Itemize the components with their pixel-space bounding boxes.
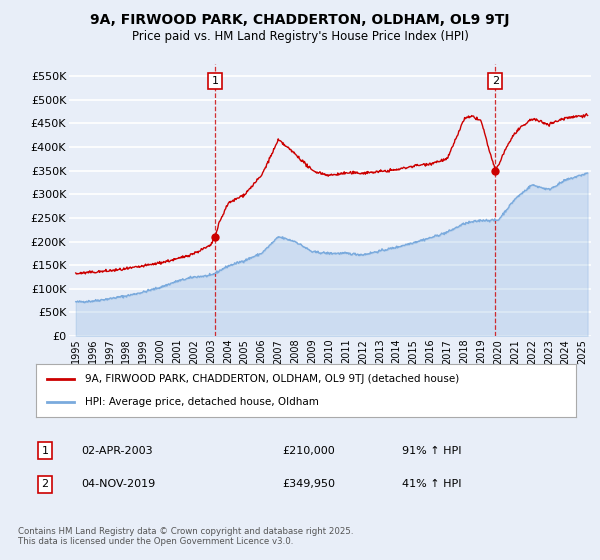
Text: 9A, FIRWOOD PARK, CHADDERTON, OLDHAM, OL9 9TJ: 9A, FIRWOOD PARK, CHADDERTON, OLDHAM, OL… (90, 13, 510, 27)
Text: Price paid vs. HM Land Registry's House Price Index (HPI): Price paid vs. HM Land Registry's House … (131, 30, 469, 43)
Text: 41% ↑ HPI: 41% ↑ HPI (402, 479, 461, 489)
Text: 1: 1 (41, 446, 49, 456)
Text: 2: 2 (491, 76, 499, 86)
Text: 2: 2 (41, 479, 49, 489)
Text: 9A, FIRWOOD PARK, CHADDERTON, OLDHAM, OL9 9TJ (detached house): 9A, FIRWOOD PARK, CHADDERTON, OLDHAM, OL… (85, 374, 459, 384)
Text: 91% ↑ HPI: 91% ↑ HPI (402, 446, 461, 456)
Text: Contains HM Land Registry data © Crown copyright and database right 2025.
This d: Contains HM Land Registry data © Crown c… (18, 526, 353, 546)
Text: £349,950: £349,950 (282, 479, 335, 489)
Text: 02-APR-2003: 02-APR-2003 (81, 446, 152, 456)
Text: HPI: Average price, detached house, Oldham: HPI: Average price, detached house, Oldh… (85, 397, 319, 407)
Text: 04-NOV-2019: 04-NOV-2019 (81, 479, 155, 489)
Text: 1: 1 (212, 76, 218, 86)
Text: £210,000: £210,000 (282, 446, 335, 456)
